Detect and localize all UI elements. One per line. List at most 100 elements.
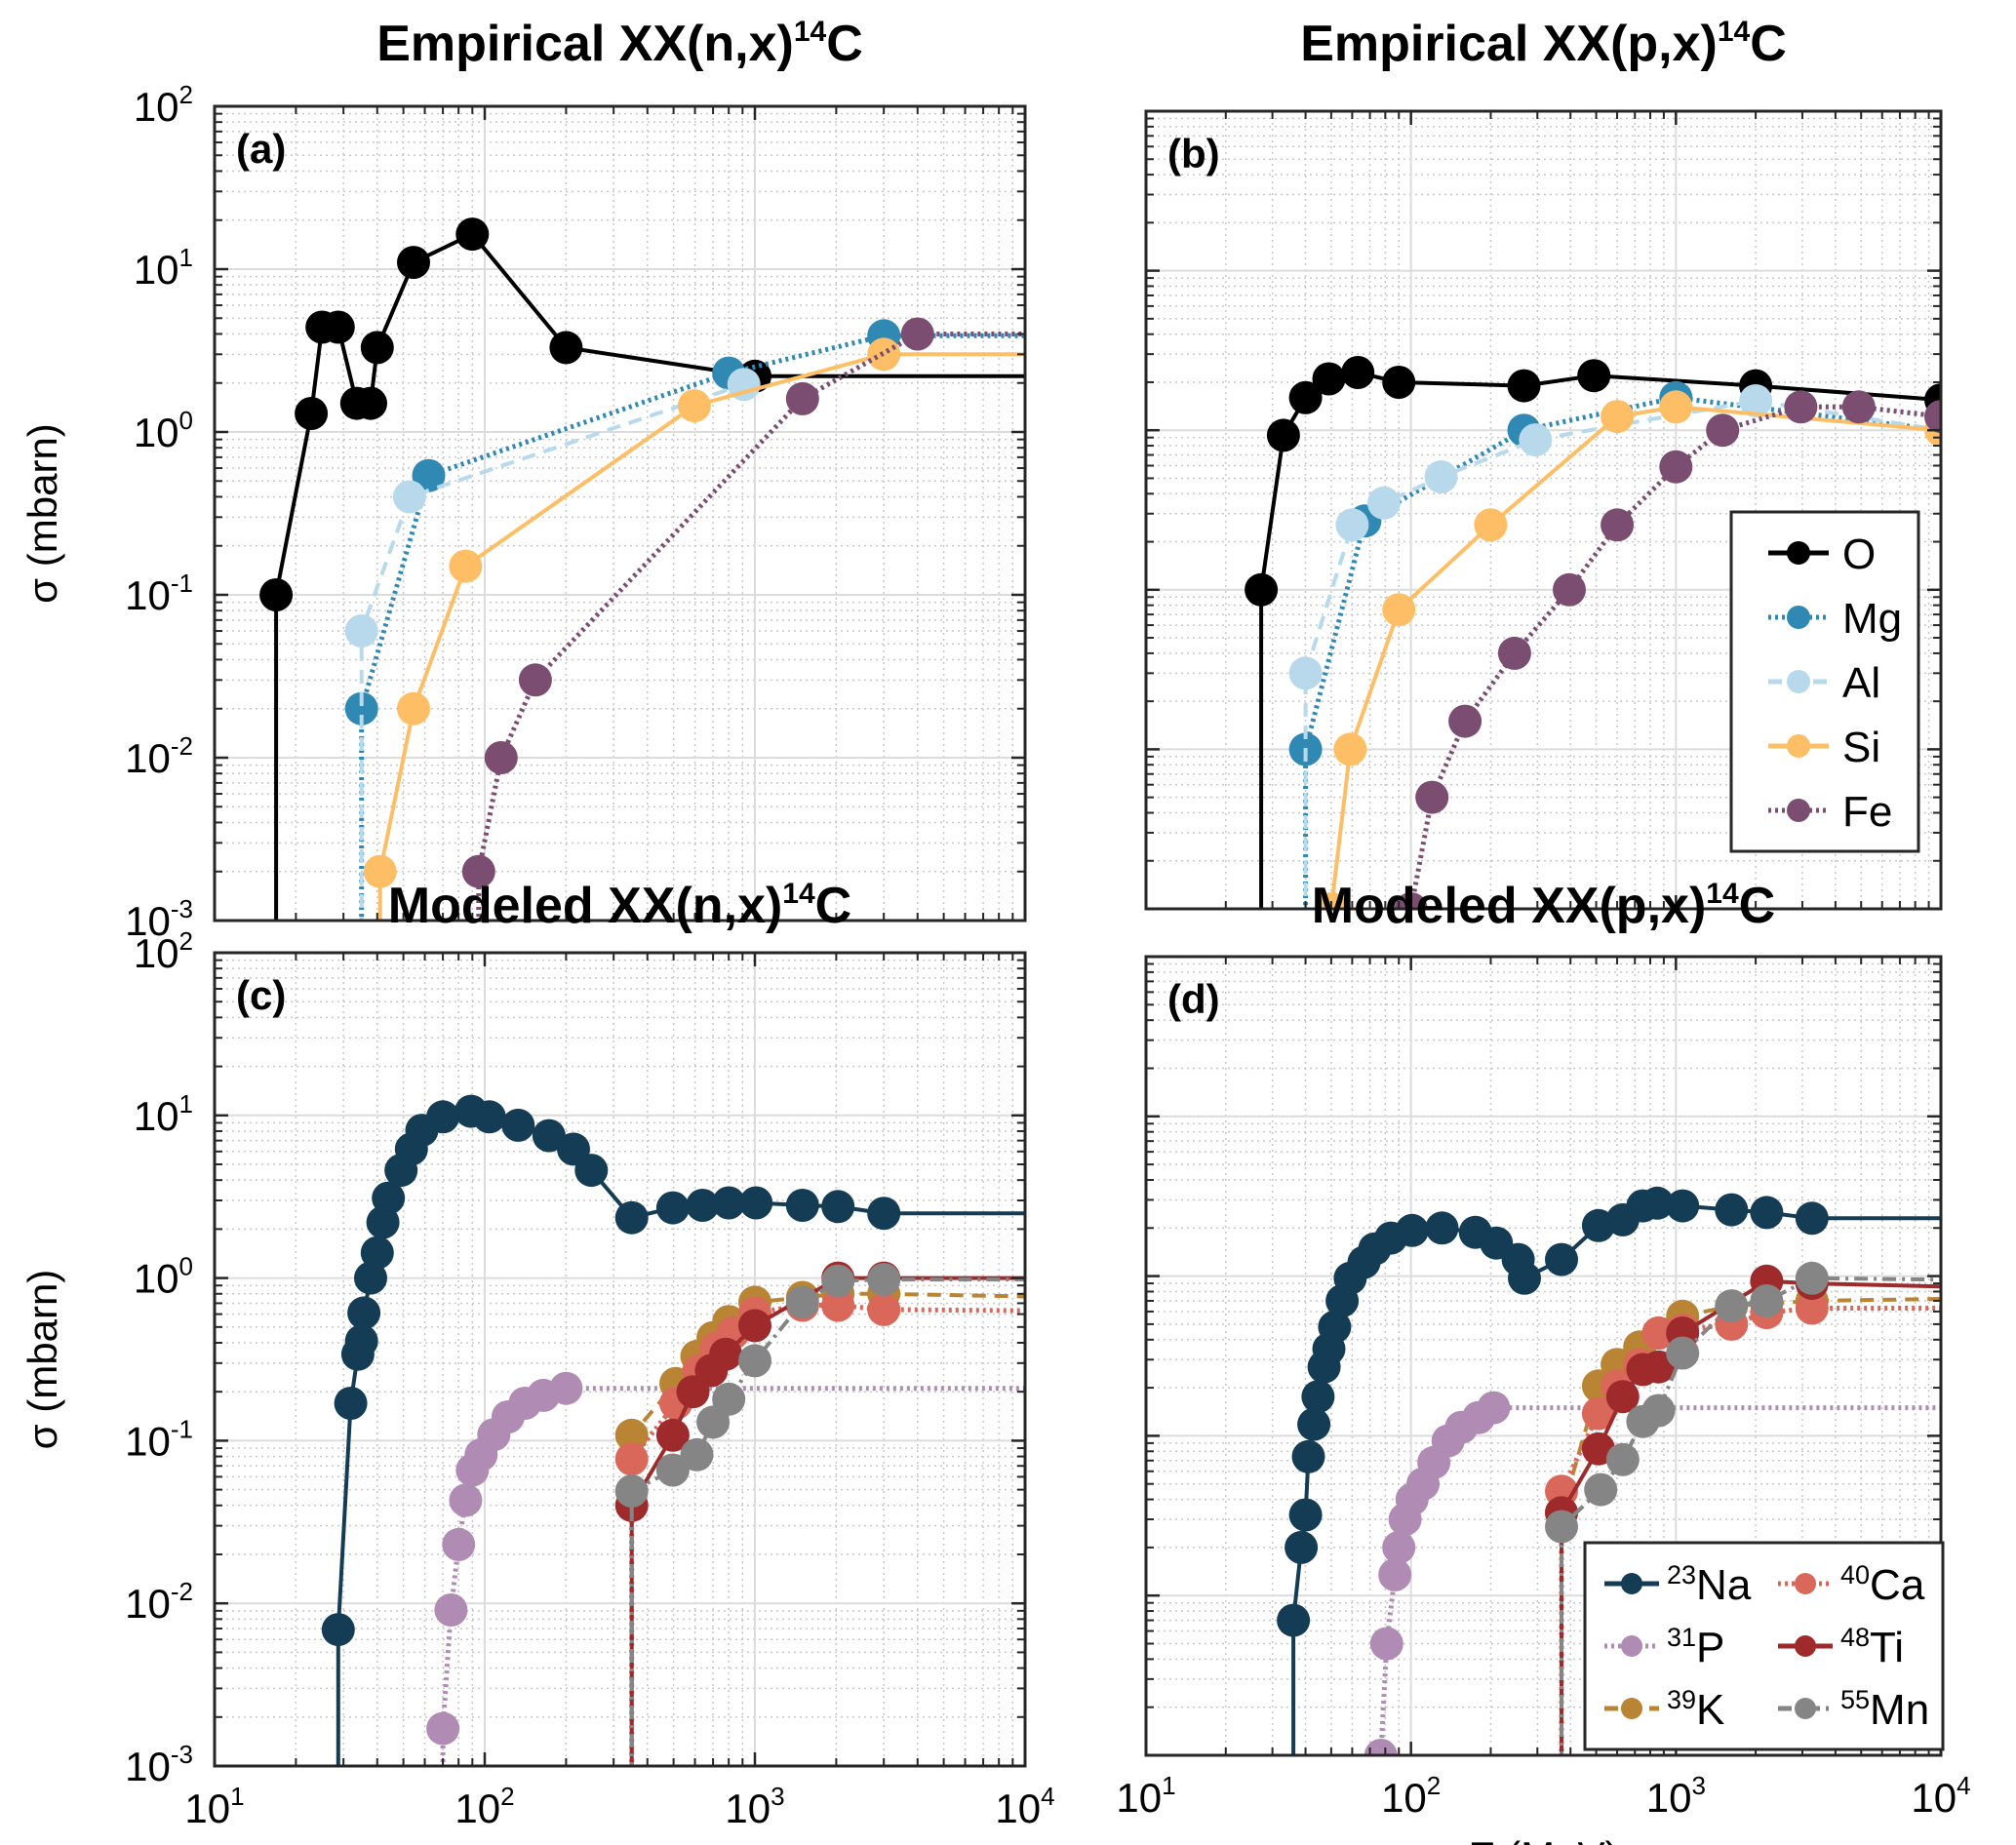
data-point-31P (434, 1593, 468, 1627)
tick-base: 10 (125, 1581, 171, 1627)
series-line-Al (359, 382, 745, 921)
data-point-23Na (1291, 1439, 1325, 1473)
legend-marker-O (1787, 541, 1810, 565)
axes-frame (213, 104, 1027, 922)
data-point-23Na (372, 1181, 406, 1215)
data-point-O (1382, 366, 1416, 399)
data-point-40Ca (1795, 1291, 1829, 1325)
data-point-O (1245, 572, 1279, 607)
tick-exponent: 1 (179, 1089, 193, 1119)
data-point-Fe (1415, 780, 1449, 814)
tick-base: 10 (134, 84, 179, 130)
data-point-O (1341, 356, 1375, 389)
legend-marker-55Mn (1795, 1698, 1816, 1719)
data-point-23Na (1715, 1193, 1749, 1227)
legend-mass-number: 23 (1667, 1560, 1696, 1590)
tick-base: 10 (125, 572, 171, 618)
y-tick-label: 102 (134, 926, 193, 976)
tick-base: 10 (995, 1786, 1041, 1831)
data-point-Al (1519, 423, 1553, 457)
data-point-O (259, 578, 294, 611)
tick-exponent: 1 (230, 1782, 244, 1811)
x-tick-label: 102 (455, 1782, 514, 1831)
legend-marker-Mg (1787, 606, 1810, 629)
data-point-23Na (614, 1200, 649, 1235)
tick-base: 10 (134, 410, 179, 455)
legend-label-Si: Si (1842, 724, 1880, 771)
legend-element: K (1696, 1686, 1724, 1734)
tick-exponent: 4 (1957, 1771, 1970, 1800)
y-axis-label: σ (mbarn) (20, 1270, 65, 1450)
data-point-55Mn (1750, 1284, 1784, 1317)
data-point-31P (549, 1371, 583, 1405)
y-tick-label: 100 (134, 406, 193, 455)
data-point-31P (442, 1527, 476, 1561)
panel-title: Empirical XX(n,x)14C (376, 16, 863, 72)
data-point-31P (1477, 1391, 1511, 1425)
series-line-Fe (1408, 404, 1941, 909)
x-tick-label: 101 (184, 1782, 244, 1831)
tick-base: 10 (134, 930, 179, 976)
data-point-Si (1333, 732, 1367, 766)
data-point-23Na (1640, 1186, 1675, 1220)
data-point-55Mn (1641, 1394, 1676, 1428)
tick-exponent: -2 (171, 1577, 193, 1606)
ticks (1144, 109, 1943, 911)
legend-mass-number: 39 (1667, 1685, 1696, 1714)
data-point-55Mn (1715, 1289, 1749, 1323)
data-point-Fe (1841, 390, 1876, 424)
data-point-48Ti (738, 1309, 771, 1343)
data-point-Fe (1924, 400, 1941, 434)
axes-frame (1144, 955, 1943, 1757)
data-point-23Na (344, 1324, 378, 1358)
panel-title: Empirical XX(p,x)14C (1300, 16, 1787, 72)
data-point-Fe (1497, 636, 1531, 670)
title-superscript: 14 (794, 16, 827, 48)
title-superscript: 14 (782, 878, 815, 910)
data-point-Si (1659, 390, 1693, 424)
series-group (321, 1094, 1025, 1766)
data-point-O (1312, 362, 1346, 396)
data-point-23Na (360, 1236, 394, 1270)
data-point-Al (344, 614, 378, 648)
tick-exponent: -1 (171, 569, 193, 598)
y-tick-label: 101 (134, 243, 193, 293)
legend-element: Ca (1870, 1561, 1925, 1609)
title-main: Modeled XX(p,x) (1312, 878, 1706, 934)
data-point-23Na (347, 1296, 381, 1330)
data-point-23Na (1318, 1310, 1352, 1344)
data-point-40Ca (821, 1288, 855, 1322)
data-point-55Mn (738, 1344, 771, 1378)
data-point-23Na (1666, 1189, 1700, 1223)
data-point-23Na (1545, 1242, 1578, 1276)
data-point-23Na (426, 1100, 460, 1134)
tick-exponent: -2 (171, 731, 193, 761)
data-point-55Mn (867, 1263, 901, 1297)
tick-exponent: 3 (771, 1782, 784, 1811)
data-point-23Na (1795, 1201, 1829, 1236)
tick-base: 10 (1646, 1775, 1692, 1821)
data-point-Mg (412, 458, 446, 492)
data-point-23Na (1425, 1211, 1459, 1245)
data-point-Si (449, 549, 483, 583)
data-point-Fe (1448, 704, 1482, 738)
axes-frame (1144, 109, 1943, 911)
tick-base: 10 (1911, 1775, 1957, 1821)
x-axis-label: E (MeV) (1468, 1833, 1618, 1845)
data-point-55Mn (1584, 1472, 1618, 1507)
data-point-23Na (574, 1154, 609, 1188)
data-point-23Na (1508, 1261, 1541, 1295)
legend-marker-40Ca (1795, 1573, 1816, 1594)
panel-label: (b) (1167, 131, 1220, 177)
y-tick-label: 10-2 (125, 731, 193, 781)
x-tick-label: 101 (1116, 1771, 1175, 1821)
tick-base: 10 (134, 1093, 179, 1139)
legend-mass-number: 40 (1840, 1560, 1870, 1590)
y-tick-label: 100 (134, 1252, 193, 1302)
data-point-55Mn (821, 1264, 855, 1298)
data-point-O (360, 331, 394, 365)
data-point-23Na (501, 1108, 535, 1142)
panel-label: (a) (236, 126, 286, 172)
